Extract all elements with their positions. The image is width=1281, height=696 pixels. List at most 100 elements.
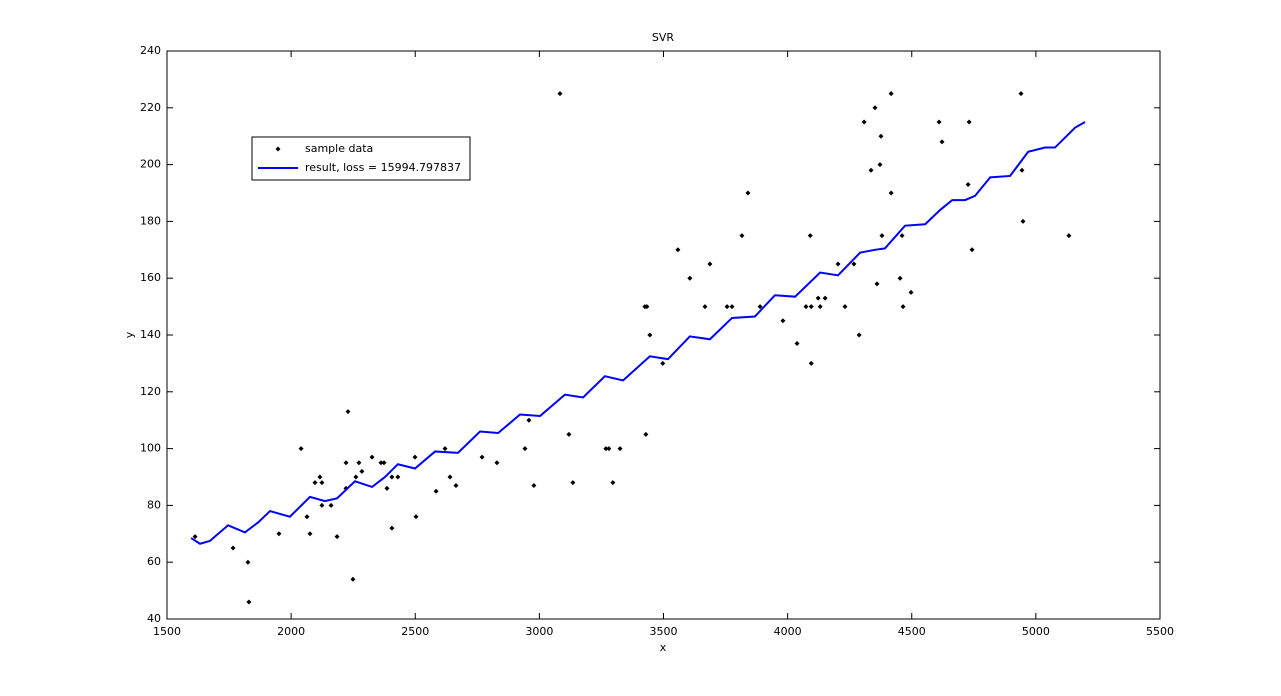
y-tick-label: 240 xyxy=(140,44,161,57)
data-point xyxy=(899,233,905,239)
x-tick-label: 3000 xyxy=(525,625,553,638)
data-point xyxy=(874,281,880,287)
data-point xyxy=(780,318,786,324)
data-point xyxy=(353,474,359,480)
data-point xyxy=(965,181,971,187)
data-point xyxy=(395,474,401,480)
data-point xyxy=(276,531,282,537)
x-tick-label: 4500 xyxy=(898,625,926,638)
data-point xyxy=(298,446,304,452)
data-point xyxy=(531,483,537,489)
data-point xyxy=(350,576,356,582)
data-point xyxy=(757,304,763,310)
data-point xyxy=(566,431,572,437)
data-point xyxy=(606,446,612,452)
data-point xyxy=(312,480,318,486)
data-point xyxy=(808,304,814,310)
data-point xyxy=(453,483,459,489)
data-point xyxy=(307,531,313,537)
y-tick-label: 40 xyxy=(147,612,161,625)
chart-title: SVR xyxy=(652,31,675,44)
x-tick-label: 2000 xyxy=(277,625,305,638)
data-point xyxy=(494,460,500,466)
data-point xyxy=(939,139,945,145)
data-point xyxy=(815,295,821,301)
data-point xyxy=(702,304,708,310)
data-point xyxy=(861,119,867,125)
data-point xyxy=(389,474,395,480)
legend-marker xyxy=(275,146,281,152)
y-tick-label: 200 xyxy=(140,158,161,171)
fit-line xyxy=(190,121,1086,545)
legend-box xyxy=(251,136,471,181)
data-point xyxy=(603,446,609,452)
data-point xyxy=(328,502,334,508)
x-tick-label: 1500 xyxy=(153,625,181,638)
data-point xyxy=(794,341,800,347)
data-point xyxy=(522,446,528,452)
data-point xyxy=(570,480,576,486)
data-point xyxy=(413,514,419,520)
data-point xyxy=(868,167,874,173)
data-point xyxy=(433,488,439,494)
data-point xyxy=(192,534,198,540)
data-point xyxy=(822,295,828,301)
data-point xyxy=(447,474,453,480)
x-tick-label: 3500 xyxy=(650,625,678,638)
data-point xyxy=(724,304,730,310)
data-point xyxy=(900,304,906,310)
data-point xyxy=(966,119,972,125)
data-point xyxy=(378,460,384,466)
data-point xyxy=(617,446,623,452)
data-point xyxy=(660,360,666,366)
x-tick-label: 2500 xyxy=(401,625,429,638)
data-point xyxy=(879,233,885,239)
y-tick-label: 220 xyxy=(140,101,161,114)
data-point xyxy=(908,289,914,295)
data-point xyxy=(643,431,649,437)
data-point xyxy=(808,360,814,366)
y-tick-label: 120 xyxy=(140,385,161,398)
data-point xyxy=(384,485,390,491)
data-point xyxy=(526,417,532,423)
data-point xyxy=(304,514,310,520)
x-tick-label: 5000 xyxy=(1022,625,1050,638)
data-point xyxy=(851,261,857,267)
data-point xyxy=(1019,167,1025,173)
data-point xyxy=(644,304,650,310)
data-point xyxy=(610,480,616,486)
data-point xyxy=(729,304,735,310)
data-point xyxy=(319,502,325,508)
data-point xyxy=(878,133,884,139)
data-point xyxy=(369,454,375,460)
data-point xyxy=(877,162,883,168)
data-point xyxy=(745,190,751,196)
data-point xyxy=(888,91,894,97)
data-point xyxy=(647,332,653,338)
data-point xyxy=(381,460,387,466)
data-point xyxy=(557,91,563,97)
data-point xyxy=(1020,218,1026,224)
data-point xyxy=(319,480,325,486)
data-point xyxy=(317,474,323,480)
data-point xyxy=(334,534,340,540)
data-point xyxy=(739,233,745,239)
data-point xyxy=(389,525,395,531)
data-point xyxy=(442,446,448,452)
data-point xyxy=(1018,91,1024,97)
y-tick-label: 100 xyxy=(140,442,161,455)
data-point xyxy=(675,247,681,253)
data-point xyxy=(230,545,236,551)
data-point xyxy=(888,190,894,196)
x-tick-label: 4000 xyxy=(774,625,802,638)
data-point xyxy=(1066,233,1072,239)
data-point xyxy=(246,599,252,605)
data-point xyxy=(707,261,713,267)
data-point xyxy=(803,304,809,310)
data-point xyxy=(872,105,878,111)
data-point xyxy=(479,454,485,460)
y-tick-label: 160 xyxy=(140,271,161,284)
data-point xyxy=(856,332,862,338)
